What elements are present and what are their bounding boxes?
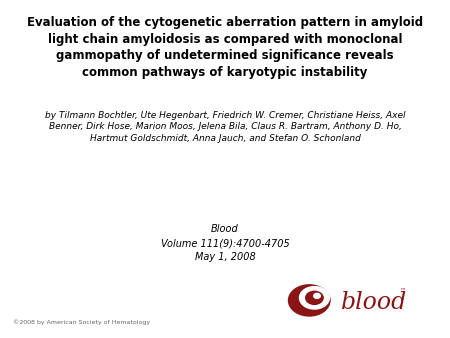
Circle shape bbox=[288, 285, 330, 316]
Text: ©2008 by American Society of Hematology: ©2008 by American Society of Hematology bbox=[14, 319, 150, 325]
Circle shape bbox=[300, 287, 329, 309]
Text: blood: blood bbox=[341, 291, 407, 314]
Circle shape bbox=[314, 293, 320, 298]
Circle shape bbox=[306, 291, 323, 304]
Text: ™: ™ bbox=[399, 289, 405, 294]
Text: Evaluation of the cytogenetic aberration pattern in amyloid
light chain amyloido: Evaluation of the cytogenetic aberration… bbox=[27, 17, 423, 79]
Text: by Tilmann Bochtler, Ute Hegenbart, Friedrich W. Cremer, Christiane Heiss, Axel
: by Tilmann Bochtler, Ute Hegenbart, Frie… bbox=[45, 111, 405, 143]
Text: Blood
Volume 111(9):4700-4705
May 1, 2008: Blood Volume 111(9):4700-4705 May 1, 200… bbox=[161, 224, 289, 262]
